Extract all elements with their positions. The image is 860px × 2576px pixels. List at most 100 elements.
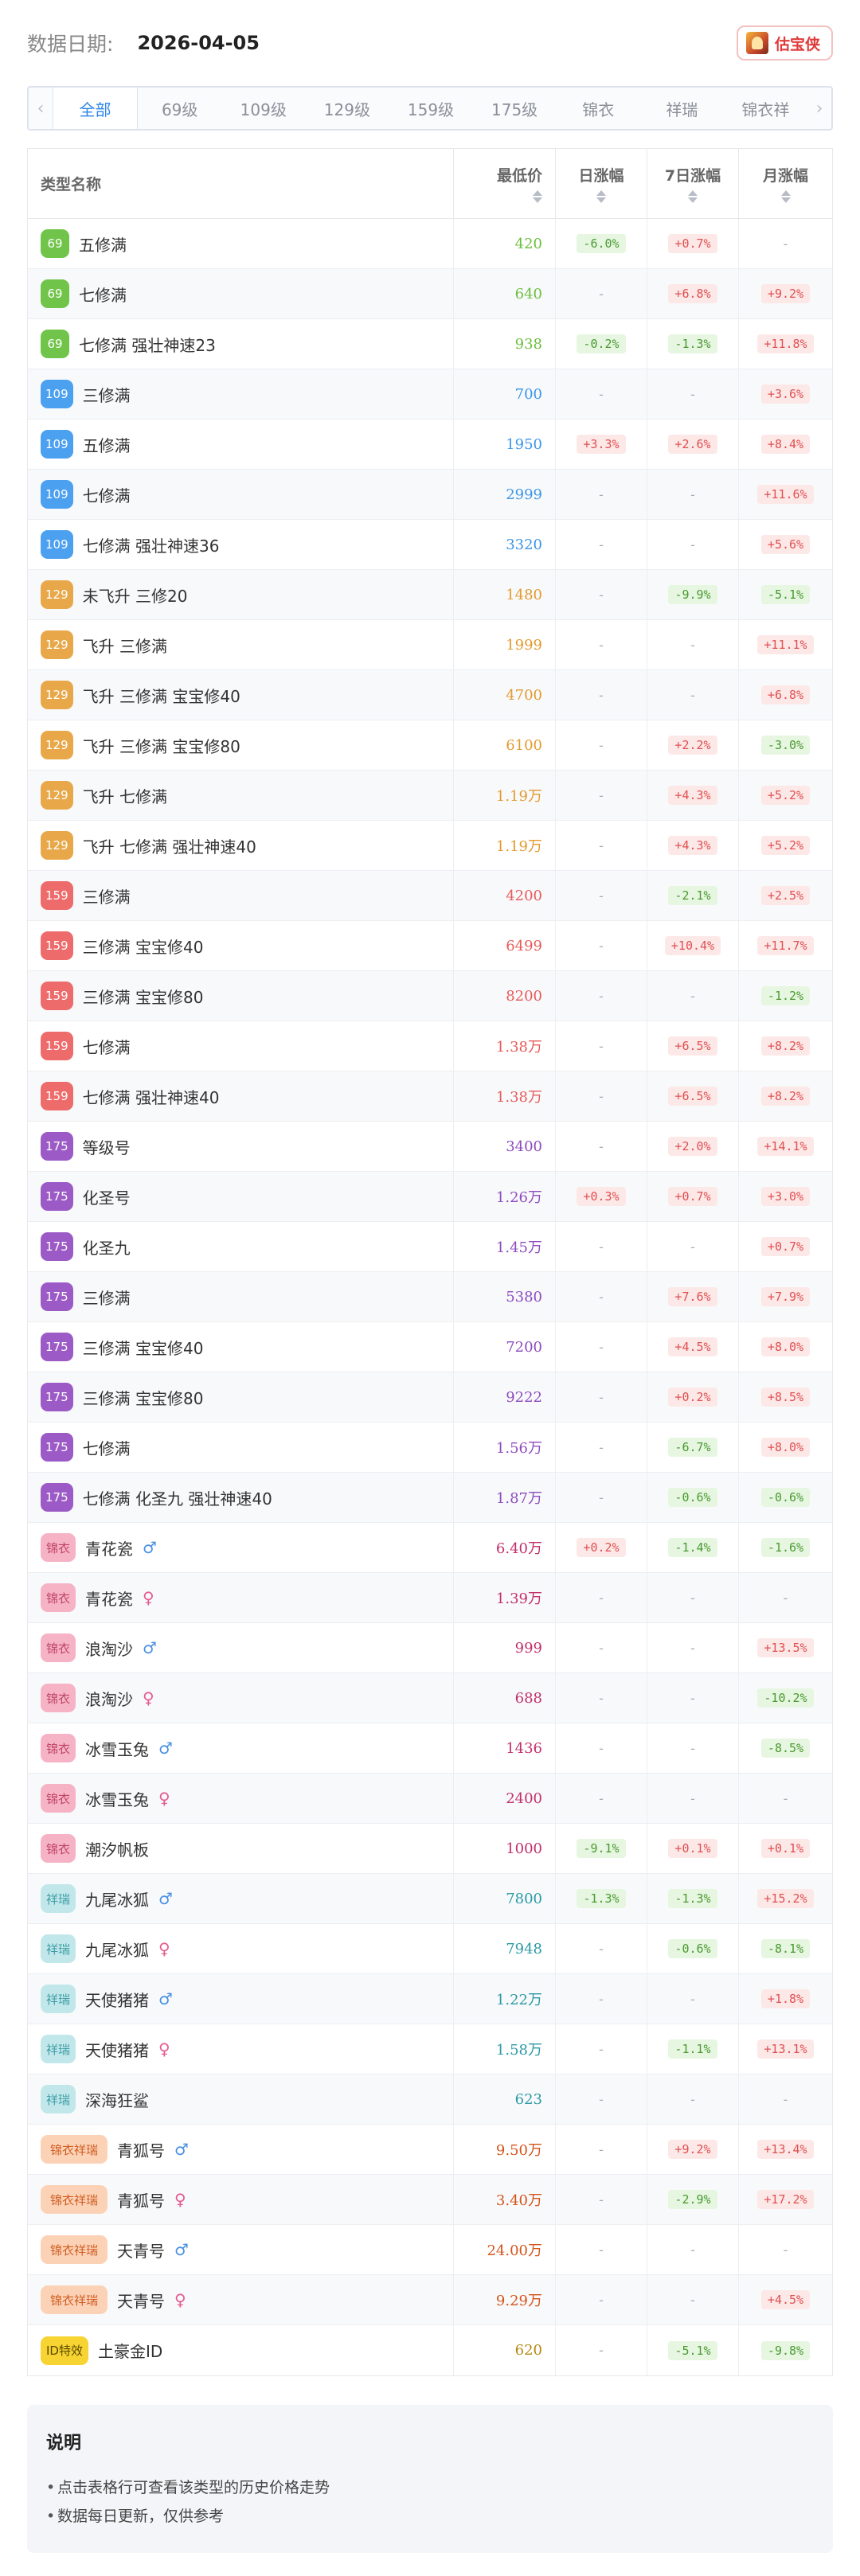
table-row[interactable]: 175 七修满 1.56万 - -6.7% +8.0%	[28, 1423, 832, 1473]
empty-dash: -	[690, 637, 695, 653]
table-row[interactable]: 锦衣祥瑞 天青号 ♂ 24.00万 - - -	[28, 2225, 832, 2275]
table-row[interactable]: 159 七修满 强壮神速40 1.38万 - +6.5% +8.2%	[28, 1071, 832, 1122]
empty-dash: -	[690, 386, 695, 402]
type-name-cell: 109 七修满	[28, 470, 454, 519]
min-price: 6100	[454, 720, 556, 770]
table-row[interactable]: 祥瑞 九尾冰狐 ♀ 7948 - -0.6% -8.1%	[28, 1924, 832, 1974]
table-row[interactable]: 锦衣 冰雪玉兔 ♀ 2400 - - -	[28, 1774, 832, 1824]
tab-item[interactable]: 129级	[323, 100, 370, 119]
day-change: -	[556, 2225, 647, 2274]
month-change: -	[739, 2074, 832, 2124]
day-change: -	[556, 2074, 647, 2124]
tab-item[interactable]: 109级	[240, 100, 287, 119]
month-change-value: -5.1%	[760, 585, 811, 604]
table-row[interactable]: 祥瑞 天使猪猪 ♂ 1.22万 - - +1.8%	[28, 1974, 832, 2024]
table-row[interactable]: 175 等级号 3400 - +2.0% +14.1%	[28, 1122, 832, 1172]
min-price: 7800	[454, 1874, 556, 1923]
table-row[interactable]: 锦衣祥瑞 青狐号 ♂ 9.50万 - +9.2% +13.4%	[28, 2125, 832, 2175]
month-change: +8.0%	[739, 1423, 832, 1472]
table-row[interactable]: 175 化圣号 1.26万 +0.3% +0.7% +3.0%	[28, 1172, 832, 1222]
table-row[interactable]: 69 五修满 420 -6.0% +0.7% -	[28, 219, 832, 269]
tab-item[interactable]: 159级	[407, 100, 455, 119]
brand-button[interactable]: 估宝侠	[736, 25, 833, 60]
table-row[interactable]: 129 未飞升 三修20 1480 - -9.9% -5.1%	[28, 570, 832, 620]
table-row[interactable]: ID特效 土豪金ID 620- -5.1% -9.8%	[28, 2325, 832, 2375]
header-week[interactable]: 7日涨幅	[647, 149, 739, 218]
female-icon: ♀	[158, 1939, 170, 1958]
day-change: -	[556, 369, 647, 419]
table-row[interactable]: 129 飞升 三修满 宝宝修80 6100 - +2.2% -3.0%	[28, 720, 832, 771]
empty-dash: -	[599, 486, 604, 502]
table-row[interactable]: 69 七修满 强壮神速23 938 -0.2% -1.3% +11.8%	[28, 319, 832, 369]
table-row[interactable]: 159 七修满 1.38万 - +6.5% +8.2%	[28, 1021, 832, 1071]
chevron-right-icon[interactable]: ›	[815, 98, 823, 119]
empty-dash: -	[599, 1038, 604, 1054]
tab-item[interactable]: 69级	[161, 100, 198, 119]
header-day[interactable]: 日涨幅	[556, 149, 647, 218]
month-change: -	[739, 2225, 832, 2274]
table-row[interactable]: 109 三修满 700 - - +3.6%	[28, 369, 832, 420]
level-badge: 109	[41, 380, 73, 408]
table-row[interactable]: 锦衣 潮汐帆板 1000 -9.1% +0.1% +0.1%	[28, 1824, 832, 1874]
table-row[interactable]: 锦衣 浪淘沙 ♀ 688 - - -10.2%	[28, 1673, 832, 1723]
table-row[interactable]: 129 飞升 三修满 宝宝修40 4700 - - +6.8%	[28, 670, 832, 720]
table-row[interactable]: 129 飞升 七修满 1.19万 - +4.3% +5.2%	[28, 771, 832, 821]
table-row[interactable]: 175 三修满 5380 - +7.6% +7.9%	[28, 1272, 832, 1322]
empty-dash: -	[599, 1941, 604, 1957]
table-row[interactable]: 175 三修满 宝宝修40 7200 - +4.5% +8.0%	[28, 1322, 832, 1372]
table-row[interactable]: 175 三修满 宝宝修80 9222 - +0.2% +8.5%	[28, 1372, 832, 1423]
tab-list: 全部 69级 109级 129级 159级 175级 锦衣 祥瑞 锦衣祥	[53, 88, 807, 129]
empty-dash: -	[599, 386, 604, 402]
table-row[interactable]: 109 五修满 1950 +3.3% +2.6% +8.4%	[28, 420, 832, 470]
sort-icon[interactable]	[533, 190, 542, 203]
table-row[interactable]: 159 三修满 宝宝修40 6499 - +10.4% +11.7%	[28, 921, 832, 971]
table-row[interactable]: 祥瑞 天使猪猪 ♀ 1.58万 - -1.1% +13.1%	[28, 2024, 832, 2074]
table-row[interactable]: 109 七修满 强壮神速36 3320 - - +5.6%	[28, 520, 832, 570]
table-row[interactable]: 祥瑞 九尾冰狐 ♂ 7800 -1.3% -1.3% +15.2%	[28, 1874, 832, 1924]
header-name: 类型名称	[28, 149, 454, 218]
table-row[interactable]: 129 飞升 三修满 1999 - - +11.1%	[28, 620, 832, 670]
week-change-value: -1.4%	[668, 1538, 717, 1557]
table-row[interactable]: 锦衣祥瑞 青狐号 ♀ 3.40万 - -2.9% +17.2%	[28, 2175, 832, 2225]
table-row[interactable]: 159 三修满 4200 - -2.1% +2.5%	[28, 871, 832, 921]
tab-item[interactable]: 175级	[491, 100, 538, 119]
day-change-value: -9.1%	[577, 1839, 626, 1858]
level-badge: 159	[41, 931, 73, 960]
tab-item[interactable]: 祥瑞	[666, 100, 698, 119]
table-row[interactable]: 175 化圣九 1.45万 - - +0.7%	[28, 1222, 832, 1272]
week-change-value: +6.5%	[668, 1036, 717, 1056]
sort-icon[interactable]	[780, 190, 791, 203]
table-row[interactable]: 锦衣祥瑞 天青号 ♀ 9.29万 - - +4.5%	[28, 2275, 832, 2325]
tab-item[interactable]: 锦衣	[582, 100, 615, 119]
empty-dash: -	[599, 737, 604, 753]
chevron-left-icon[interactable]: ‹	[37, 98, 45, 119]
month-change: +0.7%	[739, 1222, 832, 1271]
empty-dash: -	[599, 1088, 604, 1104]
table-row[interactable]: 159 三修满 宝宝修80 8200 - - -1.2%	[28, 971, 832, 1021]
type-name: 等级号	[82, 1138, 131, 1157]
table-row[interactable]: 祥瑞 深海狂鲨 623- - -	[28, 2074, 832, 2125]
header-price[interactable]: 最低价	[454, 149, 556, 218]
week-change-value: -6.7%	[668, 1438, 717, 1457]
sort-icon[interactable]	[688, 190, 698, 203]
tab-item[interactable]: 全部	[53, 88, 139, 129]
type-name: 七修满	[82, 1438, 131, 1458]
table-row[interactable]: 69 七修满 640 - +6.8% +9.2%	[28, 269, 832, 319]
type-name: 潮汐帆板	[85, 1840, 149, 1860]
table-row[interactable]: 129 飞升 七修满 强壮神速40 1.19万 - +4.3% +5.2%	[28, 821, 832, 871]
table-row[interactable]: 锦衣 冰雪玉兔 ♂ 1436 - - -8.5%	[28, 1723, 832, 1774]
table-row[interactable]: 锦衣 浪淘沙 ♂ 999 - - +13.5%	[28, 1623, 832, 1673]
sort-icon[interactable]	[596, 190, 606, 203]
empty-dash: -	[599, 1289, 604, 1305]
header-month[interactable]: 月涨幅	[739, 149, 832, 218]
type-name-cell: 祥瑞 九尾冰狐 ♀	[28, 1924, 454, 1973]
tab-item[interactable]: 锦衣祥	[741, 100, 790, 119]
table-row[interactable]: 锦衣 青花瓷 ♀ 1.39万 - - -	[28, 1573, 832, 1623]
table-row[interactable]: 175 七修满 化圣九 强壮神速40 1.87万 - -0.6% -0.6%	[28, 1473, 832, 1523]
table-row[interactable]: 锦衣 青花瓷 ♂ 6.40万 +0.2% -1.4% -1.6%	[28, 1523, 832, 1573]
level-badge: 锦衣祥瑞	[41, 2285, 108, 2314]
table-row[interactable]: 109 七修满 2999 - - +11.6%	[28, 470, 832, 520]
type-name: 化圣九	[82, 1238, 131, 1258]
month-change: +11.7%	[739, 921, 832, 970]
